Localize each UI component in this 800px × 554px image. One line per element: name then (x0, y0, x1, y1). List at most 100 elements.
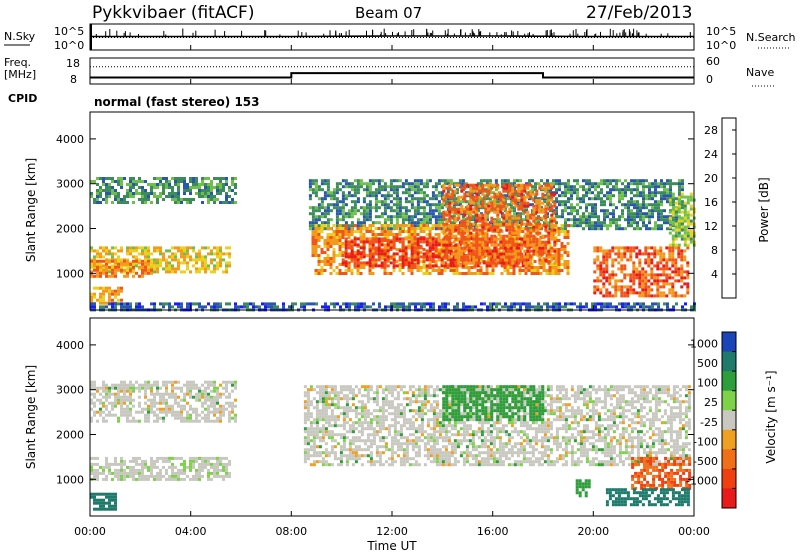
heatmap-cell (210, 189, 213, 192)
heatmap-cell (560, 230, 564, 233)
heatmap-cell (174, 177, 177, 180)
heatmap-cell (425, 251, 429, 254)
heatmap-cell (636, 200, 639, 204)
heatmap-cell (671, 237, 675, 241)
heatmap-cell (410, 258, 414, 262)
heatmap-cell (180, 261, 183, 265)
heatmap-cell (677, 231, 681, 235)
heatmap-cell (557, 251, 561, 254)
heatmap-cell (621, 194, 624, 198)
heatmap-cell (434, 188, 438, 192)
heatmap-cell (428, 221, 432, 225)
heatmap-cell (419, 251, 423, 254)
heatmap-cell (481, 216, 485, 220)
heatmap-cell (186, 249, 189, 253)
heatmap-cell (686, 225, 690, 229)
heatmap-cell (308, 221, 312, 225)
heatmap-cell (499, 192, 503, 196)
heatmap-cell (515, 237, 519, 241)
heatmap-cell (656, 252, 660, 256)
heatmap-cell (326, 179, 330, 183)
heatmap-cell (462, 305, 465, 309)
heatmap-cell (350, 233, 354, 236)
heatmap-cell (308, 185, 312, 189)
heatmap-cell (96, 271, 99, 275)
heatmap-cell (627, 182, 630, 186)
heatmap-cell (596, 255, 600, 259)
heatmap-cell (457, 225, 461, 229)
heatmap-cell (440, 239, 444, 242)
heatmap-cell (504, 302, 507, 306)
heatmap-cell (656, 267, 660, 271)
heatmap-cell (386, 194, 390, 198)
heatmap-cell (150, 268, 153, 272)
heatmap-cell (674, 261, 678, 265)
heatmap-cell (642, 191, 645, 195)
heatmap-cell (677, 207, 681, 211)
heatmap-cell (591, 224, 594, 228)
heatmap-cell (582, 194, 585, 198)
heatmap-cell (419, 197, 423, 201)
heatmap-cell (662, 267, 666, 271)
heatmap-cell (618, 218, 621, 222)
heatmap-cell (156, 186, 159, 189)
heatmap-cell (359, 179, 363, 183)
heatmap-cell (102, 246, 105, 250)
heatmap-cell (117, 255, 120, 259)
heatmap-cell (422, 212, 426, 216)
heatmap-cell (495, 302, 498, 306)
heatmap-cell (303, 305, 306, 309)
heatmap-cell (677, 252, 681, 256)
heatmap-cell (419, 237, 423, 241)
heatmap-cell (398, 266, 402, 269)
heatmap-cell (308, 224, 312, 228)
heatmap-cell (558, 194, 561, 198)
heatmap-cell (401, 206, 405, 210)
heatmap-cell (663, 194, 666, 198)
heatmap-cell (96, 262, 99, 266)
freq-tick-high: 18 (66, 57, 80, 70)
heatmap-cell (639, 194, 642, 198)
heatmap-cell (626, 246, 630, 250)
heatmap-cell (509, 209, 513, 213)
heatmap-cell (231, 183, 234, 186)
heatmap-cell (192, 258, 195, 262)
heatmap-cell (636, 185, 639, 189)
heatmap-cell (585, 206, 588, 210)
heatmap-cell (615, 182, 618, 186)
heatmap-cell (147, 195, 150, 198)
heatmap-cell (471, 305, 474, 309)
heatmap-cell (410, 215, 414, 219)
heatmap-cell (402, 305, 405, 309)
heatmap-cell (665, 264, 669, 268)
heatmap-cell (674, 237, 678, 241)
heatmap-cell (326, 206, 330, 210)
heatmap-cell (602, 270, 606, 274)
heatmap-cell (520, 195, 524, 199)
heatmap-cell (600, 188, 603, 192)
heatmap-cell (428, 246, 432, 250)
heatmap-cell (686, 264, 690, 268)
heatmap-cell (564, 191, 567, 195)
heatmap-cell (648, 185, 651, 189)
heatmap-cell (362, 200, 366, 204)
heatmap-cell (357, 302, 360, 306)
heatmap-cell (551, 269, 555, 272)
nsearch-label: N.Search (746, 31, 796, 44)
heatmap-cell (496, 192, 500, 196)
heatmap-cell (553, 216, 557, 220)
heatmap-cell (605, 249, 609, 253)
heatmap-cell (463, 195, 467, 199)
heatmap-cell (362, 248, 366, 251)
heatmap-cell (555, 209, 558, 213)
heatmap-cell (550, 219, 554, 223)
heatmap-cell (419, 200, 423, 204)
heatmap-cell (359, 246, 363, 250)
heatmap-cell (656, 261, 660, 265)
heatmap-cell (591, 197, 594, 201)
heatmap-cell (389, 188, 393, 192)
heatmap-cell (129, 177, 132, 180)
heatmap-cell (120, 265, 123, 269)
heatmap-cell (460, 237, 464, 241)
heatmap-cell (632, 279, 636, 283)
